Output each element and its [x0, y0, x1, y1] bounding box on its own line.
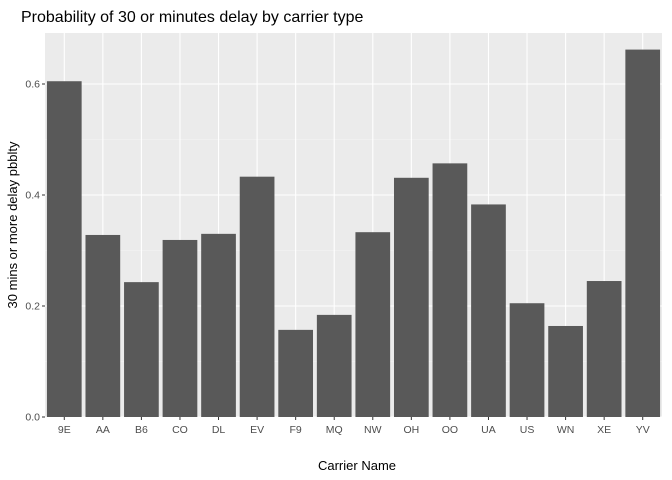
x-tick-label: DL — [212, 424, 226, 436]
y-tick-label: 0.4 — [25, 190, 40, 202]
y-tick-label: 0.2 — [25, 301, 40, 313]
bar-nw — [355, 232, 391, 417]
x-tick-label: AA — [96, 424, 110, 436]
x-tick-label: UA — [481, 424, 496, 436]
bar-oo — [432, 163, 468, 417]
y-axis: 0.0 0.2 0.4 0.6 — [25, 79, 45, 424]
bar-dl — [201, 233, 236, 417]
bar-wn — [548, 325, 583, 417]
bar-co — [162, 239, 198, 417]
y-tick-label: 0.6 — [25, 79, 40, 91]
bar-xe — [586, 281, 622, 417]
x-tick-label: XE — [597, 424, 611, 436]
x-tick-label: F9 — [290, 424, 302, 436]
x-tick-label: WN — [557, 424, 575, 436]
x-tick-label: YV — [636, 424, 650, 436]
x-tick-label: CO — [172, 424, 188, 436]
y-tick-label: 0.0 — [25, 412, 40, 424]
x-tick-label: 9E — [58, 424, 71, 436]
x-tick-label: MQ — [326, 424, 343, 436]
bars — [46, 49, 661, 418]
x-tick-label: OH — [403, 424, 419, 436]
chart-title: Probability of 30 or minutes delay by ca… — [21, 9, 363, 26]
y-axis-title: 30 mins or more delay pbblty — [5, 141, 20, 308]
bar-mq — [316, 314, 352, 417]
x-tick-label: EV — [250, 424, 264, 436]
x-tick-label: NW — [364, 424, 382, 436]
x-axis-title: Carrier Name — [318, 458, 396, 473]
bar-yv — [625, 49, 661, 418]
x-tick-label: US — [520, 424, 535, 436]
bar-9e — [46, 81, 82, 417]
bar-b6 — [124, 282, 159, 417]
bar-f9 — [278, 329, 314, 417]
bar-aa — [85, 234, 121, 417]
bar-ua — [471, 204, 506, 417]
x-tick-label: OO — [442, 424, 458, 436]
bar-ev — [239, 176, 275, 417]
x-tick-label: B6 — [135, 424, 148, 436]
bar-oh — [393, 177, 429, 417]
bar-us — [509, 303, 545, 417]
x-axis: 9E AA B6 CO DL EV F9 MQ NW OH OO UA US WN XE YV — [58, 417, 650, 436]
